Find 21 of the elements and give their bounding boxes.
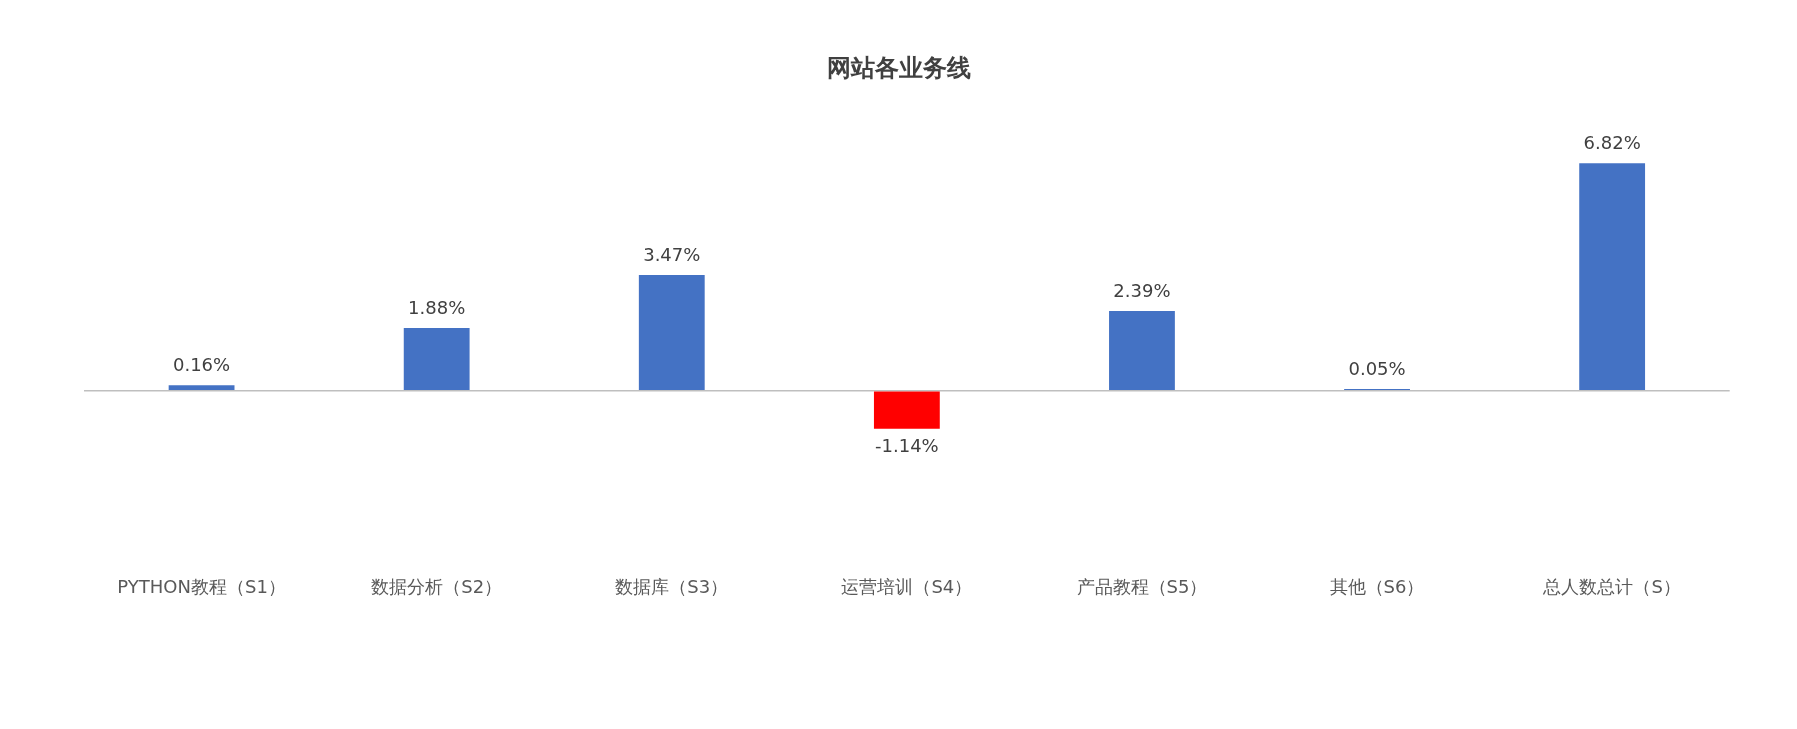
data-label: 3.47% (643, 243, 701, 265)
chart-title: 网站各业务线 (826, 53, 971, 82)
bar (1109, 310, 1175, 390)
bar (168, 385, 235, 390)
bar (638, 274, 705, 390)
bar (873, 391, 940, 429)
data-label: 0.05% (1348, 357, 1406, 379)
x-tick-label: 总人数总计（S） (1542, 575, 1681, 597)
x-tick-label: 运营培训（S4） (841, 575, 973, 597)
x-tick-label: PYTHON教程（S1） (117, 575, 286, 597)
data-label: 2.39% (1113, 279, 1171, 301)
bar (403, 327, 470, 390)
x-tick-label: 其他（S6） (1329, 575, 1425, 597)
bar (1579, 163, 1646, 390)
x-tick-label: 数据库（S3） (615, 575, 729, 597)
data-label: 0.16% (172, 354, 231, 376)
x-tick-label: 产品教程（S5） (1076, 575, 1208, 597)
data-label: 6.82% (1583, 131, 1641, 153)
x-tick-label: 数据分析（S2） (371, 575, 503, 597)
data-label: 1.88% (408, 296, 466, 318)
data-label: -1.14% (875, 435, 939, 457)
